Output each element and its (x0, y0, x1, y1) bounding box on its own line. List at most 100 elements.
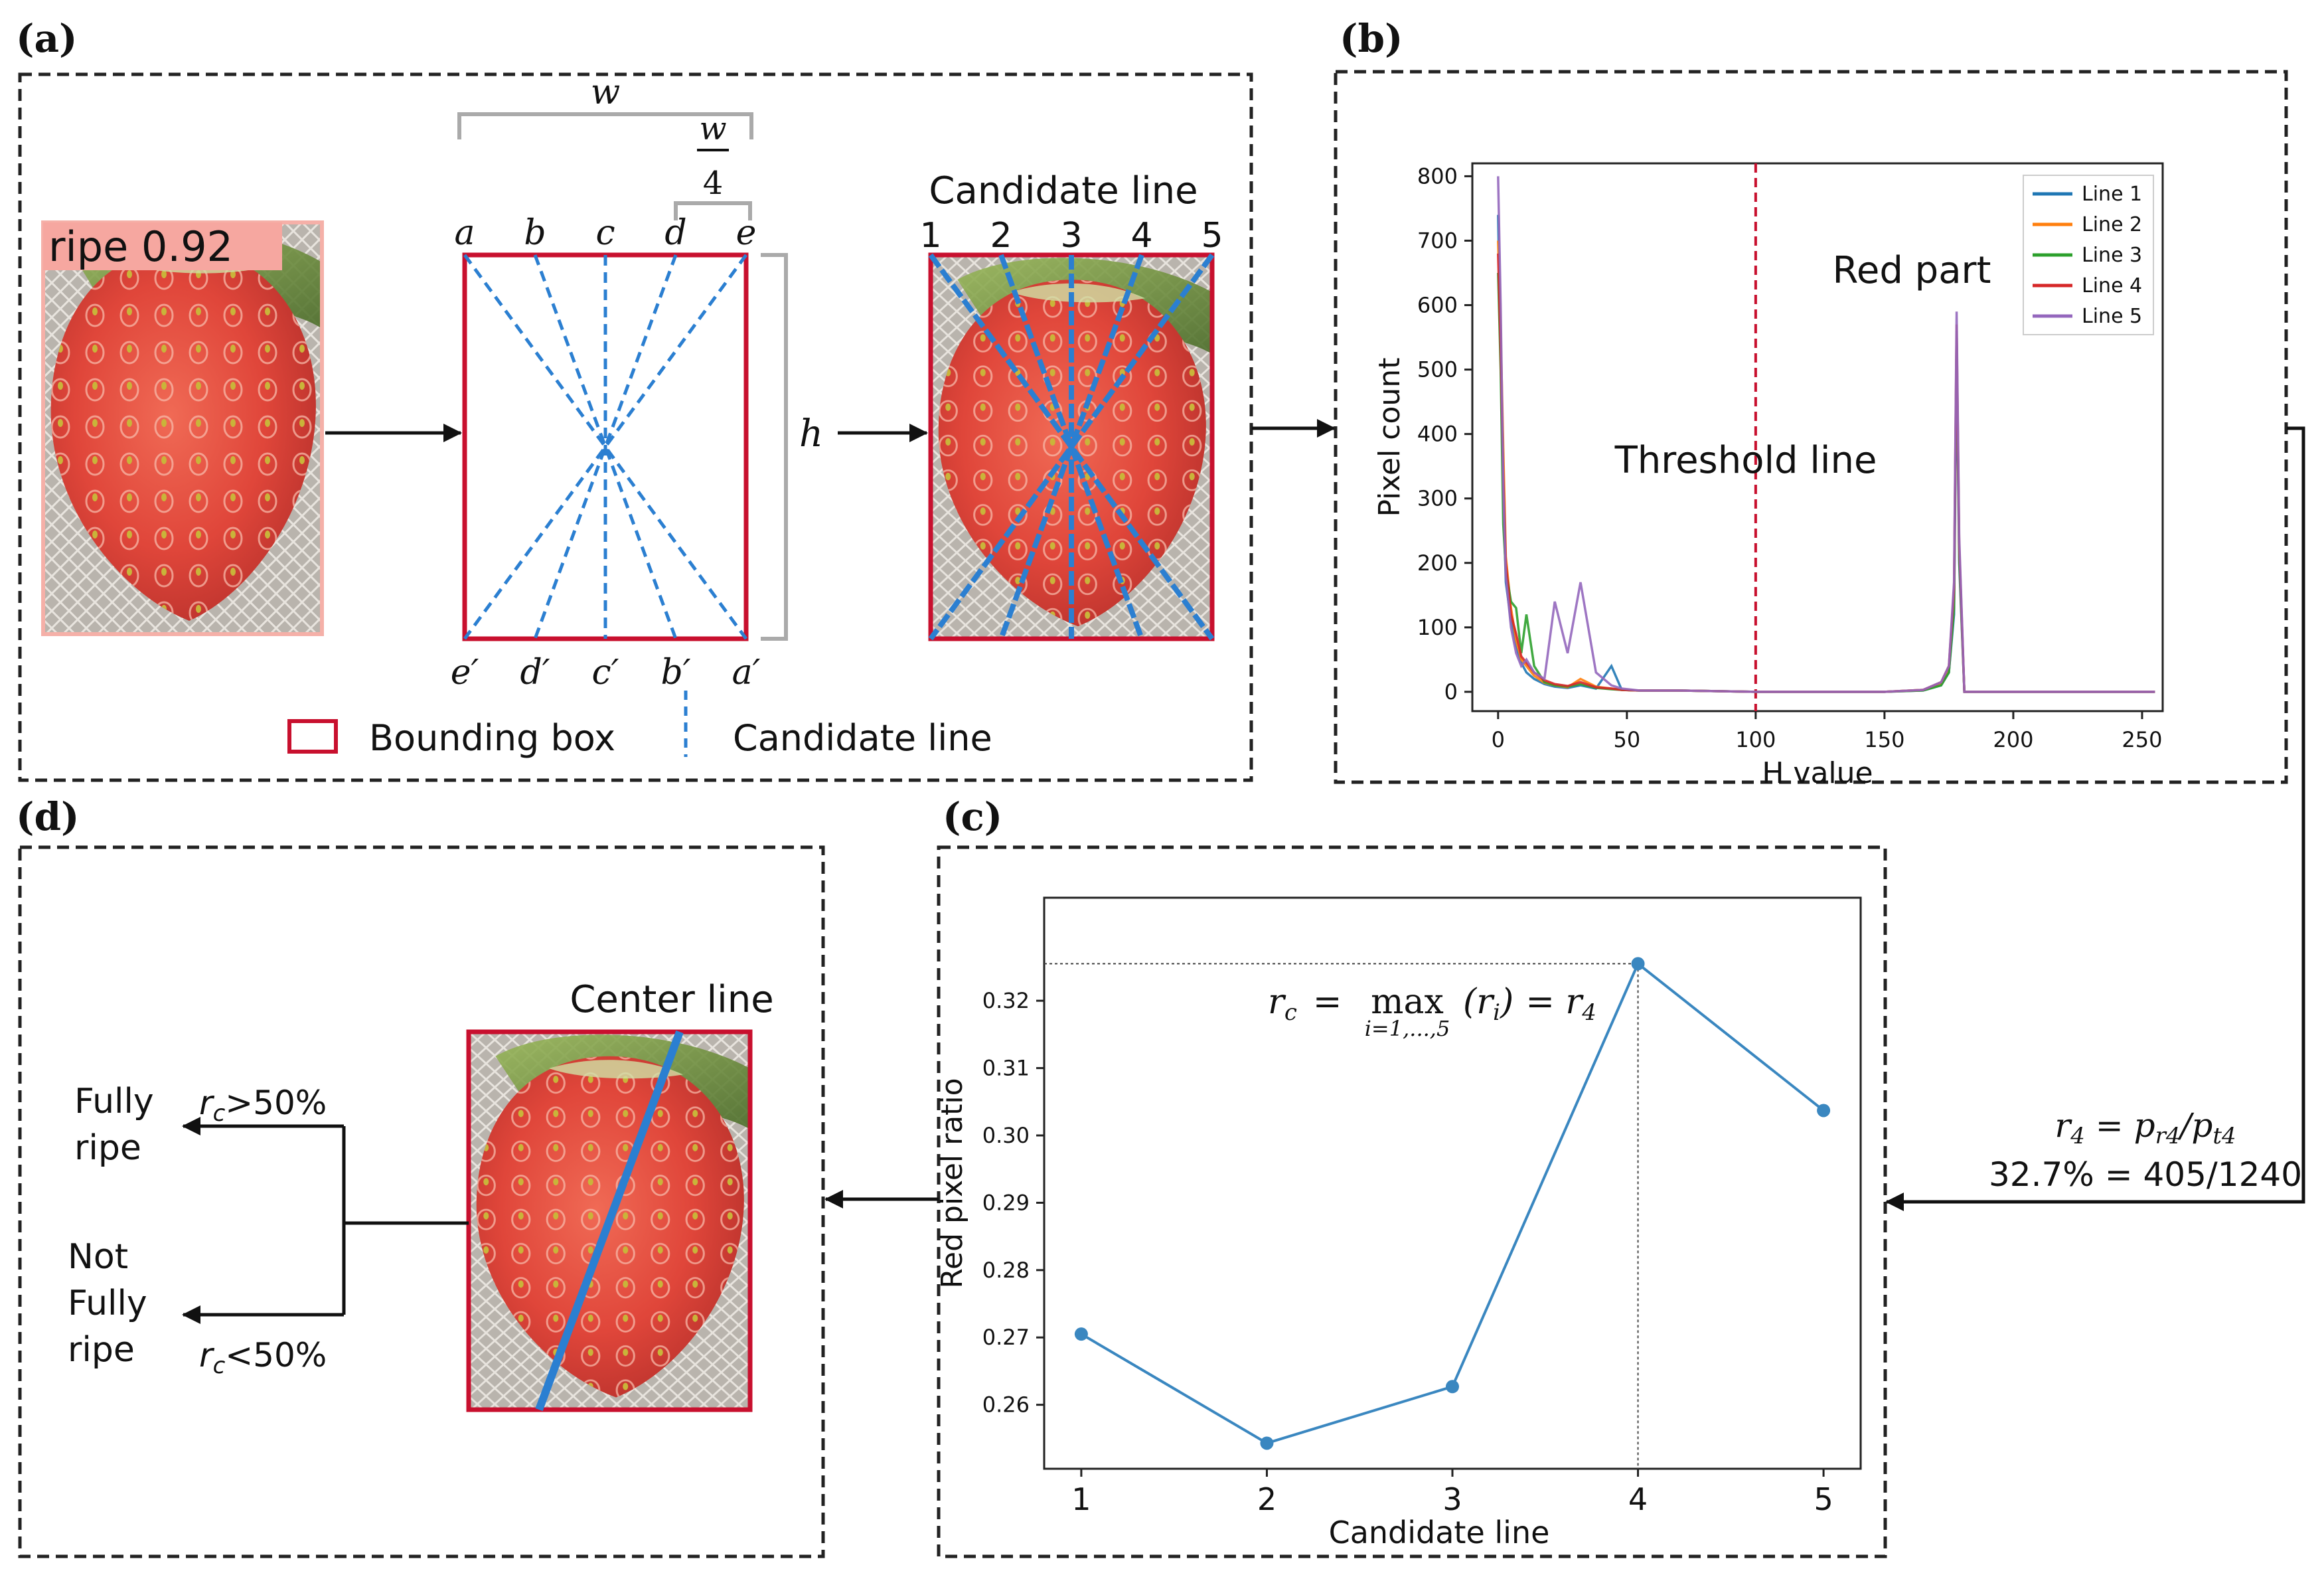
point-a: a (454, 213, 475, 253)
candidate-number-1: 1 (919, 216, 941, 256)
hist-series-line-5 (1497, 176, 2155, 693)
ratio-ytick-label-0: 0.26 (982, 1392, 1030, 1418)
width-label: w (591, 72, 621, 112)
not-fully-ripe-line-3: ripe (68, 1330, 135, 1370)
legend-bounding-box-label: Bounding box (369, 717, 615, 759)
candidate-number-4: 4 (1130, 216, 1152, 256)
hist-ylabel: Pixel count (1373, 358, 1407, 517)
ratio-point-2 (1260, 1436, 1274, 1450)
ratio-point-1 (1074, 1327, 1088, 1341)
ratio-ytick-label-4: 0.30 (982, 1123, 1030, 1148)
rc-greater-label: rc>50% (199, 1084, 327, 1127)
point-c: c (595, 213, 615, 253)
candidate-number-3: 3 (1060, 216, 1082, 256)
candidate-number-2: 2 (990, 216, 1012, 256)
hist-series-line-3 (1497, 272, 2155, 693)
candidate-line-title: Candidate line (929, 169, 1198, 212)
hist-legend-label-1: Line 1 (2082, 183, 2142, 206)
candidate-number-5: 5 (1201, 216, 1223, 256)
ratio-xtick-label-0: 1 (1071, 1481, 1091, 1517)
hist-ytick-label-0: 0 (1444, 679, 1458, 705)
fully-ripe-line-1: Fully (74, 1082, 154, 1121)
max-formula: rc = max i=1,...,5 (ri) = r4 (1268, 982, 1596, 1041)
center-line (535, 1030, 684, 1412)
detection-label: ripe 0.92 (48, 222, 233, 271)
ratio-xtick-label-2: 3 (1442, 1481, 1462, 1517)
hist-legend-label-5: Line 5 (2082, 305, 2142, 328)
not-fully-ripe-line-2: Fully (68, 1284, 147, 1323)
height-bracket (761, 253, 788, 641)
svg-text:rc=: rc = (1268, 982, 1342, 1026)
panel-d-frame (18, 845, 825, 1558)
not-fully-ripe-line-1: Not (68, 1237, 128, 1277)
annotation-red-part: Red part (1832, 249, 1991, 292)
ratio-ytick-label-1: 0.27 (982, 1325, 1030, 1350)
connector-b-to-c (1885, 426, 2305, 1211)
ratio-xtick-label-3: 4 (1628, 1481, 1648, 1517)
candidate-lines-image (928, 252, 1215, 641)
hist-xtick-label-2: 100 (1735, 727, 1776, 752)
quarter-numerator: w (699, 110, 726, 147)
width-bracket (457, 112, 753, 139)
hist-xtick-label-1: 50 (1613, 727, 1640, 752)
svg-text:r4 = pr4/pt4: r4 = pr4/pt4 (2054, 1106, 2236, 1149)
panel-b-label: (b) (1340, 16, 1403, 61)
hist-xtick-label-5: 250 (2122, 727, 2162, 752)
point-d-prime: d′ (520, 653, 550, 693)
annotation-threshold: Threshold line (1614, 439, 1877, 482)
hist-legend-label-2: Line 2 (2082, 213, 2142, 236)
height-label: h (799, 412, 823, 456)
ratio-point-4 (1631, 957, 1645, 971)
ratio-equation: r4 = pr4/pt4 32.7% = 405/1240 (1989, 1106, 2302, 1194)
panel-c-label: (c) (943, 794, 1002, 839)
legend-candidate-label: Candidate line (733, 717, 992, 759)
point-e: e (736, 213, 757, 253)
panel-a-label: (a) (16, 16, 77, 61)
ratio-ytick-label-5: 0.31 (982, 1056, 1030, 1081)
detected-strawberry-image: ripe 0.92 (41, 220, 324, 636)
ratio-ytick-label-2: 0.28 (982, 1258, 1030, 1283)
svg-text:(ri)= r4: (ri) = r4 (1463, 982, 1596, 1026)
hist-xtick-label-4: 200 (1993, 727, 2033, 752)
ratio-xlabel: Candidate line (1329, 1515, 1550, 1550)
hist-ytick-label-3: 300 (1417, 486, 1458, 511)
hist-ytick-label-6: 600 (1417, 293, 1458, 318)
hist-ytick-label-4: 400 (1417, 422, 1458, 447)
panel-a-frame (18, 72, 1253, 782)
hist-legend-label-3: Line 3 (2082, 244, 2142, 267)
hist-ytick-label-8: 800 (1417, 163, 1458, 189)
ratio-ytick-label-6: 0.32 (982, 988, 1030, 1013)
hist-ytick-label-7: 700 (1417, 228, 1458, 253)
hist-legend-label-4: Line 4 (2082, 274, 2142, 297)
hist-xtick-label-0: 0 (1492, 727, 1505, 752)
point-b: b (524, 213, 546, 253)
ratio-numeric: 32.7% = 405/1240 (1989, 1155, 2302, 1194)
ratio-point-5 (1817, 1104, 1831, 1118)
panel-b-frame (1334, 70, 2288, 784)
svg-text:i=1,...,5: i=1,...,5 (1365, 1016, 1450, 1041)
point-e-prime: e′ (451, 653, 479, 693)
ratio-xtick-label-1: 2 (1257, 1481, 1277, 1517)
ratio-ytick-label-3: 0.29 (982, 1190, 1030, 1215)
center-line-title: Center line (570, 978, 773, 1021)
point-a-prime: a′ (732, 653, 761, 693)
ratio-xtick-label-4: 5 (1814, 1481, 1833, 1517)
ratio-chart: 1 2 3 4 5 0.26 0.27 0.28 0.29 0.30 0.31 0.32 Candida… (935, 896, 1862, 1550)
quarter-denominator: 4 (703, 165, 724, 202)
hist-plot-area (1471, 162, 2164, 712)
ratio-ylabel: Red pixel ratio (935, 1078, 969, 1288)
point-b-prime: b′ (660, 653, 690, 693)
hist-ytick-label-2: 200 (1417, 550, 1458, 576)
hist-ytick-label-1: 100 (1417, 615, 1458, 640)
panel-c-frame (937, 845, 1887, 1558)
center-line-image (466, 1029, 753, 1412)
diagram-candidate-lines (463, 254, 748, 640)
ratio-series-line (1080, 961, 1825, 1445)
fully-ripe-line-2: ripe (74, 1128, 141, 1168)
svg-text:max: max (1371, 982, 1444, 1022)
hist-xlabel: H value (1762, 756, 1873, 790)
point-c-prime: c′ (592, 653, 619, 693)
histogram-chart: 0 50 100 150 200 250 0 100 200 300 400 500 600 700 800… (1373, 162, 2164, 790)
quarter-bracket (674, 201, 752, 220)
